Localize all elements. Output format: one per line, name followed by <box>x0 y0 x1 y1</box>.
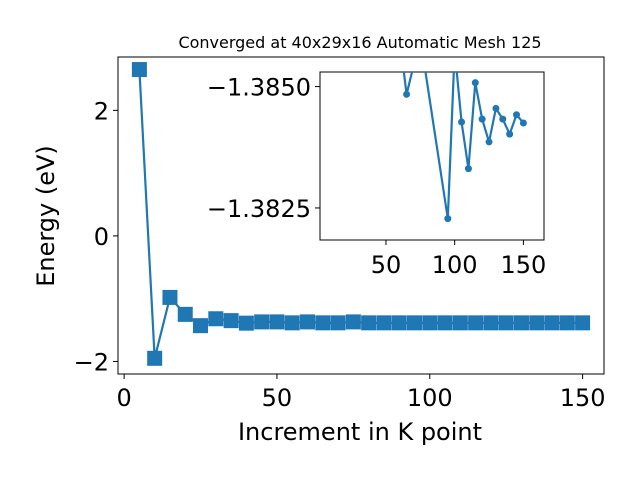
inset-plot-area <box>402 72 527 223</box>
main-data-marker <box>147 350 163 366</box>
inset-data-marker <box>458 118 466 126</box>
main-data-marker <box>284 315 300 331</box>
main-data-marker <box>131 62 147 78</box>
main-data-marker <box>559 315 575 331</box>
main-y-tick-label: 0 <box>94 223 109 251</box>
inset-data-marker <box>513 111 521 119</box>
main-data-marker <box>483 315 499 331</box>
main-data-marker <box>223 313 239 329</box>
main-data-marker <box>498 315 514 331</box>
main-data-marker <box>376 315 392 331</box>
inset-x-ticks: 50 100 150 <box>371 240 546 279</box>
main-data-marker <box>162 289 178 305</box>
inset-data-marker <box>519 119 527 127</box>
main-data-marker <box>315 315 331 331</box>
chart-title: Converged at 40x29x16 Automatic Mesh 125 <box>178 33 541 52</box>
main-data-marker <box>575 315 591 331</box>
main-x-ticks: 0 50 100 150 <box>116 374 606 412</box>
inset-y-tick-label: −1.3850 <box>207 74 311 102</box>
main-plot-area <box>131 62 591 366</box>
inset-data-marker <box>464 165 472 173</box>
inset-data-marker <box>478 115 486 123</box>
inset-data-marker <box>485 138 493 146</box>
main-x-tick-label: 150 <box>560 384 606 412</box>
main-data-marker <box>300 314 316 330</box>
x-axis-label: Increment in K point <box>238 418 482 446</box>
inset-data-marker <box>499 115 507 123</box>
main-data-marker <box>544 315 560 331</box>
main-y-tick-label: −2 <box>74 348 109 376</box>
inset-data-marker <box>506 130 514 138</box>
inset-data-marker <box>444 215 452 223</box>
main-data-marker <box>208 311 224 327</box>
y-axis-label: Energy (eV) <box>32 145 60 287</box>
main-data-marker <box>422 315 438 331</box>
main-data-marker <box>177 306 193 322</box>
inset-y-tick-label: −1.3825 <box>207 195 311 223</box>
main-data-marker <box>529 315 545 331</box>
main-data-marker <box>361 315 377 331</box>
main-y-ticks: 2 0 −2 <box>74 97 118 376</box>
main-data-marker <box>437 315 453 331</box>
inset-data-marker <box>492 104 500 112</box>
inset-y-ticks: −1.3850 −1.3825 <box>207 74 320 223</box>
inset-data-marker <box>403 90 411 98</box>
inset-x-tick-label: 100 <box>432 251 478 279</box>
main-x-tick-label: 50 <box>262 384 293 412</box>
inset-axes-frame <box>319 71 545 241</box>
main-data-marker <box>238 315 254 331</box>
main-data-marker <box>345 314 361 330</box>
main-x-tick-label: 0 <box>116 384 131 412</box>
inset-x-tick-label: 150 <box>500 251 546 279</box>
main-data-marker <box>254 314 270 330</box>
main-data-marker <box>193 318 209 334</box>
main-data-marker <box>452 315 468 331</box>
inset-x-tick-label: 50 <box>371 251 402 279</box>
main-data-marker <box>330 315 346 331</box>
main-data-marker <box>406 315 422 331</box>
main-data-marker <box>513 315 529 331</box>
main-x-tick-label: 100 <box>407 384 453 412</box>
main-data-marker <box>269 314 285 330</box>
inset-data-marker <box>471 79 479 87</box>
main-y-tick-label: 2 <box>94 97 109 125</box>
main-data-marker <box>391 315 407 331</box>
main-data-marker <box>468 315 484 331</box>
